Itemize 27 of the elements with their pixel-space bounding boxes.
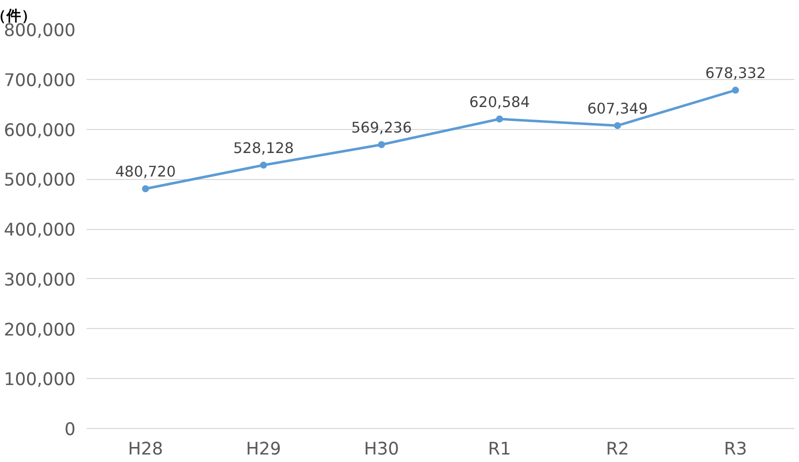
point (496, 115, 503, 122)
point (378, 141, 385, 148)
y-tick-label: 300,000 (4, 270, 76, 290)
data-label: 528,128 (233, 140, 294, 158)
y-tick-label: 400,000 (4, 220, 76, 240)
x-tick-label: H29 (246, 440, 282, 460)
point (260, 162, 267, 169)
y-tick-label: 200,000 (4, 320, 76, 340)
point (732, 86, 739, 94)
data-label: 569,236 (351, 120, 412, 137)
data-label: 678,332 (705, 65, 766, 82)
x-tick-label: R3 (724, 440, 748, 460)
point (142, 185, 149, 192)
data-label: 620,584 (469, 94, 530, 111)
y-tick-label: 600,000 (4, 120, 76, 141)
point (614, 122, 621, 130)
data-label: 480,720 (115, 164, 176, 181)
x-tick-label: R1 (488, 440, 512, 460)
y-tick-label: 0 (64, 420, 76, 440)
x-tick-label: H28 (128, 440, 164, 460)
y-tick-label: 100,000 (4, 370, 76, 390)
y-tick-label: 500,000 (4, 170, 76, 191)
x-tick-label: R2 (606, 440, 630, 460)
data-label: 607,349 (587, 100, 648, 118)
y-axis-title: （件） (0, 8, 36, 24)
x-tick-label: H30 (364, 440, 400, 460)
y-tick-label: 700,000 (4, 70, 76, 91)
